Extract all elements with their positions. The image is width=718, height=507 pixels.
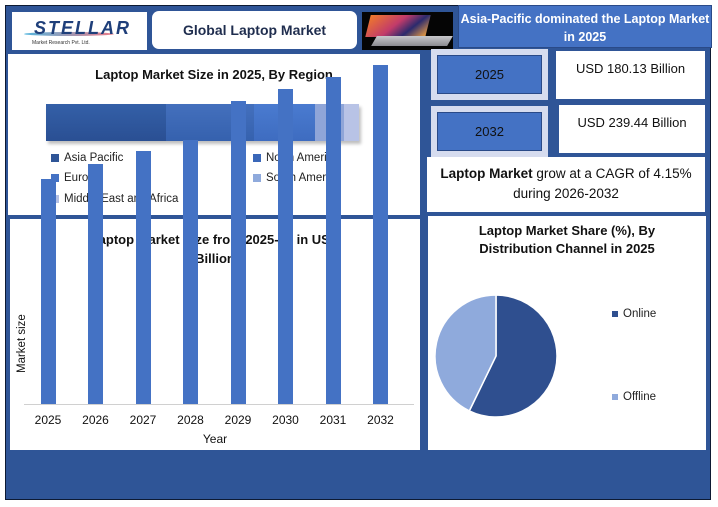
bar-2025 (40, 178, 56, 404)
page-title: Global Laptop Market (152, 11, 357, 49)
legend-offline: Offline (612, 391, 656, 403)
x-tick-label: 2029 (224, 413, 252, 427)
bar-chart-title-line2: Billion (195, 251, 235, 266)
market-size-chart-panel: Laptop Market Size from 2025-32 in USD B… (10, 64, 420, 450)
trendline (10, 219, 420, 450)
pie-chart-title-line1: Laptop Market Share (%), By (478, 223, 656, 238)
laptop-screen-icon (365, 15, 431, 37)
stat-value-2025: USD 180.13 Billion (556, 51, 705, 99)
x-tick-label: 2032 (367, 413, 394, 427)
x-tick-label: 2026 (82, 413, 109, 427)
legend-swatch-icon (612, 311, 618, 317)
bar-2028 (183, 139, 198, 404)
legend-swatch-icon (51, 174, 59, 182)
laptop-image (362, 12, 453, 50)
highlight-banner: Asia-Pacific dominated the Laptop Market… (458, 5, 712, 48)
x-tick-label: 2025 (34, 413, 62, 427)
bar-2031 (325, 76, 341, 404)
legend-asia-pacific: Asia Pacific (51, 152, 123, 164)
cagr-bold: Laptop Market (440, 166, 533, 181)
logo-text: STELLAR (34, 18, 131, 38)
logo-swoosh-icon (24, 32, 114, 36)
bar-2029 (230, 100, 246, 404)
logo-tagline: Market Research Pvt. Ltd. (32, 40, 90, 46)
bar-2032 (373, 64, 388, 404)
bar-2030 (278, 89, 293, 404)
legend-mea: Middle East and Africa (51, 193, 178, 205)
stat-value-2032: USD 239.44 Billion (559, 105, 705, 153)
segment-asia-pacific (46, 104, 166, 141)
pie-chart (434, 294, 558, 418)
stat-year-2025: 2025 (437, 55, 542, 94)
laptop-base-icon (371, 36, 453, 46)
region-chart-panel: Laptop Market Size in 2025, By Region As… (8, 54, 420, 215)
stat-year-2032: 2032 (437, 112, 542, 151)
cagr-text: grow at a CAGR of 4.15% during 2026-2032 (513, 166, 692, 201)
bar-2027 (135, 150, 151, 404)
pie-slice-offline (434, 294, 497, 412)
segment-mea (344, 104, 359, 141)
cagr-box: Laptop Market grow at a CAGR of 4.15% du… (427, 157, 705, 212)
bar-chart-title-line1: Laptop Market Size from 2025-32 in USD (90, 232, 340, 247)
bar-2026 (88, 164, 103, 404)
legend-swatch-icon (51, 154, 59, 162)
region-stacked-bar (46, 104, 359, 141)
x-tick-label: 2027 (129, 413, 157, 427)
x-axis-line (24, 404, 414, 405)
stat-year-frame: 2032 (431, 106, 548, 157)
legend-swatch-icon (253, 154, 261, 162)
region-chart-title: Laptop Market Size in 2025, By Region (95, 67, 333, 82)
legend-online: Online (612, 308, 656, 320)
distribution-chart-panel: Laptop Market Share (%), By Distribution… (428, 216, 706, 450)
stat-year-frame: 2025 (431, 49, 548, 100)
pie-chart-title-line2: Distribution Channel in 2025 (479, 241, 655, 256)
logo: STELLAR Market Research Pvt. Ltd. (12, 12, 147, 50)
x-tick-label: 2028 (177, 413, 204, 427)
legend-swatch-icon (612, 394, 618, 400)
pie-slice-online (468, 294, 558, 418)
legend-swatch-icon (253, 174, 261, 182)
x-axis-label: Year (202, 432, 228, 446)
x-tick-label: 2030 (272, 413, 299, 427)
x-tick-label: 2031 (319, 413, 347, 427)
